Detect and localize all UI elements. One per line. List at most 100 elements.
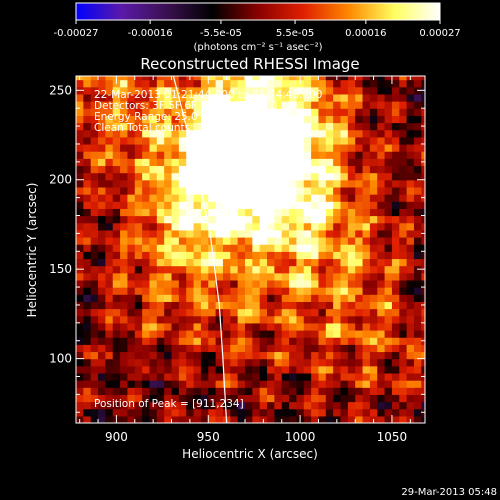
heatmap-cell <box>76 115 84 124</box>
heatmap-cell <box>289 358 298 367</box>
heatmap-cell <box>186 401 195 410</box>
heatmap-cell <box>222 294 231 302</box>
heatmap-cell <box>333 265 342 274</box>
heatmap-cell <box>391 365 400 374</box>
heatmap-cell <box>318 194 327 202</box>
heatmap-cell <box>90 151 99 159</box>
heatmap-cell <box>281 172 290 181</box>
heatmap-cell <box>318 408 327 417</box>
heatmap-cell <box>142 415 151 423</box>
heatmap-cell <box>186 222 195 231</box>
heatmap-cell <box>347 301 356 310</box>
heatmap-cell <box>98 93 106 102</box>
heatmap-cell <box>105 415 114 423</box>
heatmap-cell <box>421 208 425 217</box>
heatmap-cell <box>333 329 342 338</box>
heatmap-cell <box>362 108 371 116</box>
heatmap-cell <box>399 122 408 131</box>
heatmap-cell <box>222 322 231 331</box>
heatmap-cell <box>406 287 415 295</box>
heatmap-cell <box>296 115 305 124</box>
heatmap-cell <box>142 101 151 109</box>
heatmap-cell <box>333 315 342 324</box>
heatmap-cell <box>391 294 400 302</box>
heatmap-cell <box>127 165 136 174</box>
heatmap-cell <box>267 108 275 116</box>
heatmap-cell <box>222 408 231 417</box>
heatmap-cell <box>362 415 371 423</box>
heatmap-cell <box>267 229 275 238</box>
heatmap-cell <box>274 365 283 374</box>
heatmap-cell <box>112 279 121 288</box>
heatmap-cell <box>347 265 356 274</box>
heatmap-cell <box>134 115 143 124</box>
heatmap-cell <box>134 308 143 317</box>
heatmap-cell <box>311 115 320 124</box>
heatmap-cell <box>311 394 320 403</box>
heatmap-cell <box>90 358 99 367</box>
heatmap-cell <box>325 272 334 281</box>
heatmap-cell <box>230 93 239 102</box>
heatmap-cell <box>333 208 342 217</box>
heatmap-cell <box>347 201 356 209</box>
heatmap-cell <box>222 215 231 224</box>
heatmap-cell <box>347 79 356 88</box>
heatmap-cell <box>237 322 246 331</box>
heatmap-cell <box>347 158 356 167</box>
colorbar-tick-label: 0.00027 <box>419 28 460 39</box>
heatmap-cell <box>244 179 253 188</box>
heatmap-cell <box>98 344 106 353</box>
heatmap-cell <box>303 329 312 338</box>
heatmap-cell <box>76 136 84 145</box>
heatmap-cell <box>186 143 195 152</box>
heatmap-cell <box>406 108 415 116</box>
heatmap-cell <box>83 308 92 317</box>
heatmap-cell <box>281 251 290 260</box>
heatmap-cell <box>193 172 202 181</box>
heatmap-cell <box>90 279 99 288</box>
heatmap-cell <box>325 172 334 181</box>
heatmap-cell <box>421 394 425 403</box>
heatmap-cell <box>267 101 275 109</box>
heatmap-cell <box>193 265 202 274</box>
heatmap-cell <box>355 186 364 195</box>
heatmap-cell <box>267 337 275 345</box>
heatmap-cell <box>303 143 312 152</box>
heatmap-cell <box>289 279 298 288</box>
heatmap-cell <box>171 76 180 81</box>
heatmap-cell <box>215 194 224 202</box>
heatmap-cell <box>303 251 312 260</box>
heatmap-cell <box>76 236 84 245</box>
heatmap-cell <box>142 76 151 81</box>
heatmap-cell <box>347 244 356 252</box>
heatmap-cell <box>164 358 173 367</box>
heatmap-cell <box>98 372 106 381</box>
heatmap-cell <box>391 308 400 317</box>
heatmap-cell <box>164 394 173 403</box>
heatmap-cell <box>83 344 92 353</box>
heatmap-cell <box>391 215 400 224</box>
heatmap-cell <box>391 337 400 345</box>
heatmap-cell <box>384 79 393 88</box>
heatmap-cell <box>296 258 305 267</box>
heatmap-cell <box>156 287 165 295</box>
heatmap-cell <box>208 301 217 310</box>
heatmap-cell <box>120 201 129 209</box>
heatmap-cell <box>318 322 327 331</box>
heatmap-cell <box>171 244 180 252</box>
heatmap-cell <box>244 287 253 295</box>
heatmap-cell <box>274 344 283 353</box>
heatmap-cell <box>406 337 415 345</box>
heatmap-cell <box>193 108 202 116</box>
heatmap-cell <box>127 279 136 288</box>
heatmap-cell <box>112 115 121 124</box>
heatmap-cell <box>90 244 99 252</box>
heatmap-cell <box>362 287 371 295</box>
heatmap-cell <box>267 380 275 388</box>
heatmap-cell <box>222 222 231 231</box>
heatmap-cell <box>208 122 217 131</box>
heatmap-cell <box>76 244 84 252</box>
heatmap-cell <box>340 93 349 102</box>
heatmap-cell <box>237 315 246 324</box>
heatmap-cell <box>384 115 393 124</box>
